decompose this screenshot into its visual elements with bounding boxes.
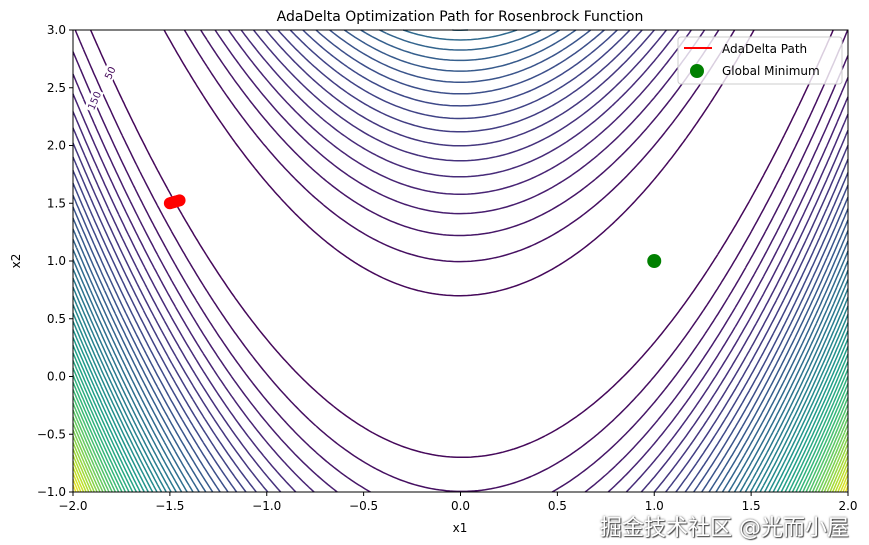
contour-level-1350 [72, 337, 849, 493]
contour-level-1200 [72, 312, 849, 493]
contour-level-850 [72, 29, 849, 493]
contour-level-1600 [72, 374, 849, 493]
contour-level-1650 [72, 382, 849, 493]
contour-level-1500 [72, 360, 849, 493]
contour-level-950 [72, 268, 849, 493]
y-tick-label: −1.0 [37, 485, 66, 499]
y-tick-label: −0.5 [37, 427, 66, 441]
legend-dot-icon [690, 64, 704, 78]
x-tick-label: 0.5 [548, 499, 567, 513]
contour-level-1900 [72, 416, 849, 493]
path-point [173, 194, 186, 207]
contour-level-450 [72, 29, 849, 493]
watermark: 掘金技术社区 @光而小屋 [600, 516, 849, 541]
contour-level-800 [72, 29, 849, 493]
contour-level-1100 [72, 295, 849, 493]
y-tick-label: 0.5 [47, 312, 66, 326]
x-tick-label: 1.5 [742, 499, 761, 513]
contour-level-550 [72, 29, 849, 493]
contour-level-2300 [72, 466, 849, 493]
global-minimum-marker [647, 254, 662, 268]
contour-level-750 [72, 29, 849, 493]
contour-level-1250 [72, 321, 849, 493]
x-tick-label: −2.0 [58, 499, 87, 513]
y-tick-label: 2.0 [47, 139, 66, 153]
contour-labels: 50 150 [83, 60, 120, 113]
contour-level-700 [72, 29, 849, 493]
contour-level-1150 [72, 304, 849, 493]
contour-level-2450 [72, 484, 849, 493]
y-tick-label: 1.5 [47, 196, 66, 210]
contour-level-1400 [72, 345, 849, 493]
adadelta-path [163, 194, 186, 210]
contour-level-2150 [72, 448, 849, 493]
y-tick-label: 0.0 [47, 370, 66, 384]
contour-level-1550 [72, 367, 849, 493]
contour-level-2400 [72, 479, 849, 493]
x-axis-label: x1 [453, 521, 468, 535]
contour-level-100 [74, 29, 849, 493]
contour-level-1750 [72, 396, 849, 493]
contour-level-650 [72, 29, 849, 493]
contour-level-2100 [72, 442, 849, 493]
contour-level-300 [72, 29, 849, 493]
contour-level-900 [72, 29, 849, 493]
contour-level-1950 [72, 423, 849, 493]
contour-level-1700 [72, 389, 849, 493]
x-axis-ticks: −2.0 −1.5 −1.0 −0.5 0.0 0.5 1.0 1.5 2.0 [58, 492, 858, 513]
x-tick-label: −1.0 [252, 499, 281, 513]
svg-text:150: 150 [86, 90, 104, 112]
contour-level-1850 [72, 409, 849, 493]
y-tick-label: 1.0 [47, 254, 66, 268]
contour-label: 50 [99, 60, 120, 86]
contour-level-600 [72, 29, 849, 493]
contour-level-1050 [72, 286, 849, 493]
x-tick-label: 1.0 [645, 499, 664, 513]
contour-level-2000 [72, 429, 849, 493]
svg-text:50: 50 [103, 65, 118, 81]
x-tick-label: −1.5 [155, 499, 184, 513]
contour-level-400 [72, 29, 849, 493]
legend-label-minimum: Global Minimum [722, 64, 820, 78]
x-tick-label: 2.0 [838, 499, 857, 513]
contour-level-250 [72, 29, 849, 493]
legend: AdaDelta Path Global Minimum [677, 36, 843, 85]
contour-lines [72, 29, 849, 493]
legend-box [677, 36, 843, 85]
contour-level-1000 [72, 277, 849, 493]
x-tick-label: −0.5 [349, 499, 378, 513]
contour-level-350 [72, 29, 849, 493]
y-axis-ticks: −1.0 −0.5 0.0 0.5 1.0 1.5 2.0 2.5 3.0 [37, 23, 73, 499]
y-axis-label: x2 [9, 254, 23, 269]
legend-label-path: AdaDelta Path [722, 42, 807, 56]
contour-level-1300 [72, 329, 849, 493]
y-tick-label: 2.5 [47, 81, 66, 95]
contour-level-2250 [72, 461, 849, 493]
y-tick-label: 3.0 [47, 23, 66, 37]
contour-level-2050 [72, 436, 849, 493]
contour-level-1450 [72, 352, 849, 493]
contour-level-2200 [72, 454, 849, 493]
contour-level-1800 [72, 403, 849, 493]
contour-level-200 [72, 29, 849, 493]
chart-title: AdaDelta Optimization Path for Rosenbroc… [277, 9, 644, 25]
x-tick-label: 0.0 [451, 499, 470, 513]
contour-level-500 [72, 29, 849, 493]
